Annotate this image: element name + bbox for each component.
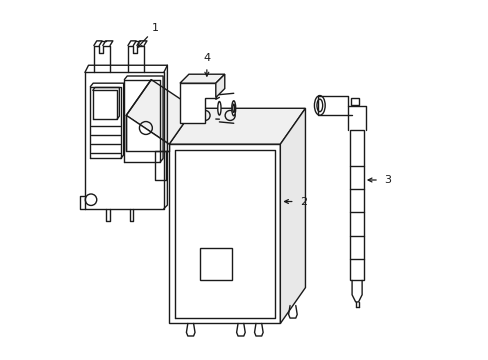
Ellipse shape [217,102,221,115]
Polygon shape [349,130,363,280]
Polygon shape [126,80,194,144]
Polygon shape [169,108,305,144]
Ellipse shape [314,95,325,115]
Text: 1: 1 [152,23,159,33]
Polygon shape [199,248,231,280]
Polygon shape [126,116,169,151]
Polygon shape [215,74,224,98]
Polygon shape [280,108,305,323]
Text: 2: 2 [300,197,306,207]
Polygon shape [169,144,280,323]
Ellipse shape [231,101,235,116]
Text: 4: 4 [203,53,210,63]
Polygon shape [180,74,224,83]
Bar [350,98,358,105]
Text: 3: 3 [384,175,390,185]
Polygon shape [180,83,215,123]
